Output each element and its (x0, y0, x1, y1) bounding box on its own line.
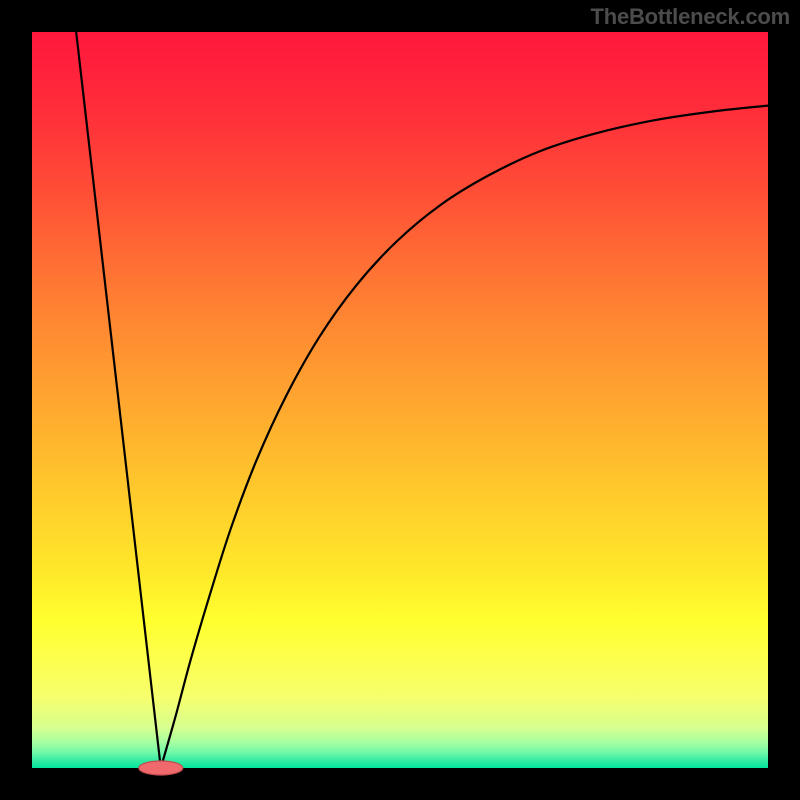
minimum-marker (139, 761, 183, 775)
bottleneck-chart (0, 0, 800, 800)
plot-gradient-area (32, 32, 768, 768)
watermark-text: TheBottleneck.com (590, 4, 790, 30)
